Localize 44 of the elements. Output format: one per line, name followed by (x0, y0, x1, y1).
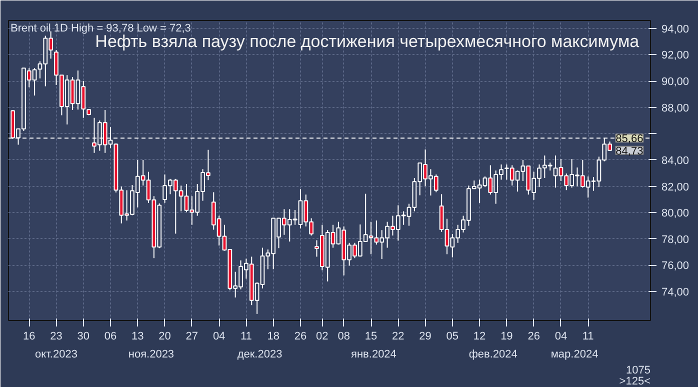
x-tick-label: 02 (316, 330, 328, 342)
x-tick-label: 16 (23, 330, 36, 342)
x-tick-label: 26 (294, 330, 307, 342)
text: мар.2024 (550, 348, 598, 360)
y-tick-label: 74,00 (662, 286, 690, 299)
x-tick-label: 15 (364, 330, 378, 342)
x-tick-label: 04 (554, 330, 568, 342)
text: 1075 (626, 364, 651, 376)
x-tick-label: 11 (240, 330, 252, 342)
y-tick-label: 92,00 (662, 50, 690, 62)
y-tick-label: 90,00 (662, 76, 690, 88)
x-tick-label: 13 (132, 330, 144, 342)
text: >125< (619, 376, 650, 387)
text: янв.2024 (351, 348, 396, 360)
text: Нефть взяла паузу после достижения четырехмесячного максимума (95, 32, 640, 51)
y-tick-label: 88,00 (662, 102, 690, 114)
x-tick-label: 27 (186, 330, 198, 342)
x-tick-label: 04 (212, 330, 226, 342)
y-tick-label: 78,00 (662, 234, 690, 246)
x-tick-label: 19 (500, 330, 513, 342)
x-tick-label: 22 (392, 330, 404, 342)
x-tick-label: 05 (446, 330, 459, 342)
x-tick-label: 12 (473, 330, 486, 342)
y-tick-label: 82,00 (662, 181, 690, 194)
x-tick-label: 30 (77, 330, 90, 342)
y-tick-label: 80,00 (662, 208, 690, 220)
x-tick-label: 08 (338, 330, 350, 342)
y-tick-label: 94,00 (662, 23, 690, 36)
text: окт.2023 (35, 348, 78, 360)
x-tick-label: 18 (267, 330, 280, 342)
x-tick-label: 06 (104, 330, 117, 342)
x-tick-label: 23 (50, 330, 62, 342)
x-tick-label: 20 (158, 330, 171, 342)
ref-line-label: 85,66 (616, 133, 644, 146)
x-tick-label: 26 (528, 330, 540, 342)
x-tick-label: 29 (419, 330, 432, 342)
text: дек.2023 (237, 348, 282, 360)
text: ноя.2023 (128, 348, 174, 360)
text: 84,73 (616, 145, 644, 158)
y-tick-label: 84,00 (662, 154, 690, 167)
annotation: Brent oil 1D High = 93,78 Low = 72,3 (10, 22, 191, 34)
text: фев.2024 (468, 348, 518, 360)
x-tick-label: 11 (582, 330, 594, 342)
y-tick-label: 76,00 (662, 260, 690, 272)
